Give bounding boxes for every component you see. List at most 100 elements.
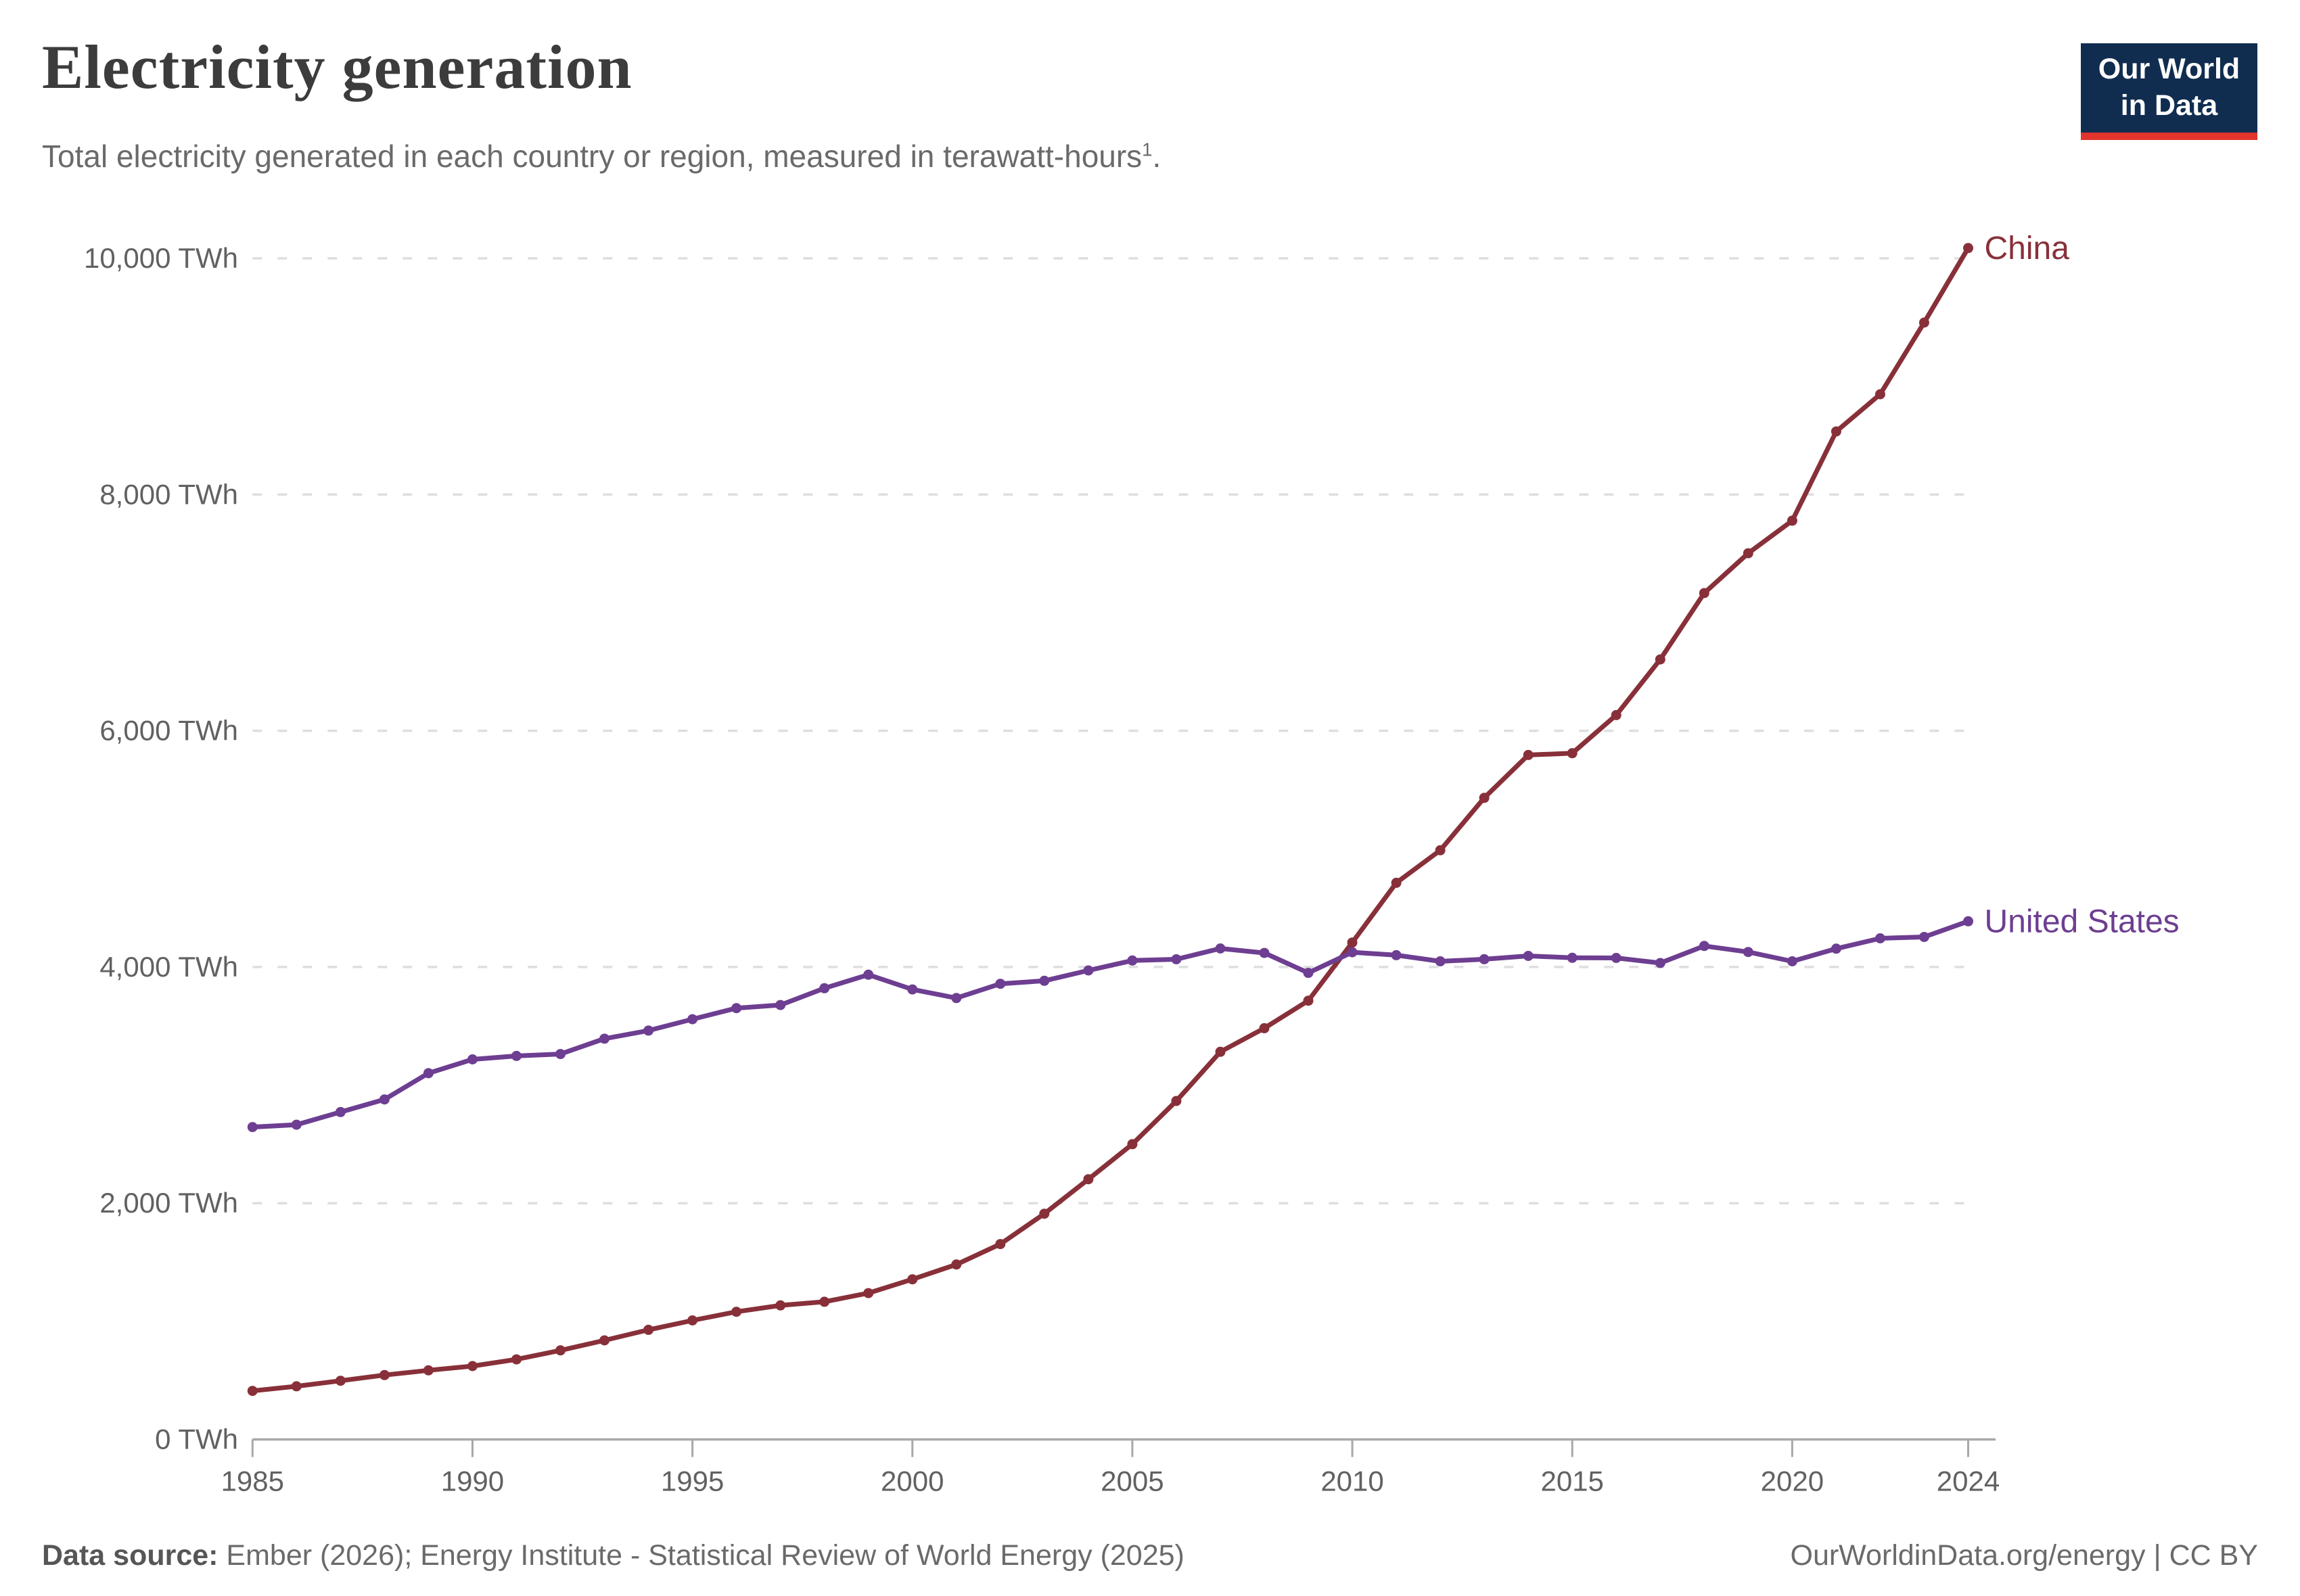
data-point-united-states xyxy=(291,1119,302,1130)
data-point-united-states xyxy=(511,1050,522,1061)
data-point-united-states xyxy=(599,1033,610,1044)
data-point-china xyxy=(1655,654,1665,665)
x-axis-tick-label: 1995 xyxy=(661,1465,724,1497)
data-point-china xyxy=(1039,1208,1050,1219)
data-point-china xyxy=(1083,1174,1094,1185)
series-label-united-states: United States xyxy=(1985,903,2180,939)
data-point-china xyxy=(423,1365,434,1376)
owid-url-license-link[interactable]: OurWorldinData.org/energy | CC BY xyxy=(1790,1539,2259,1572)
data-point-united-states xyxy=(1963,916,1973,926)
data-point-united-states xyxy=(1699,941,1709,952)
data-point-united-states xyxy=(731,1003,742,1014)
data-point-china xyxy=(1523,749,1534,760)
series-line-china xyxy=(250,245,1971,1394)
data-point-china xyxy=(819,1296,830,1307)
data-point-united-states xyxy=(1918,932,1929,942)
data-point-china xyxy=(467,1361,478,1371)
data-source-note: Data source: Ember (2026); Energy Instit… xyxy=(42,1539,1184,1572)
x-axis-tick-label: 2015 xyxy=(1540,1465,1603,1497)
x-axis-tick-label: 2010 xyxy=(1320,1465,1383,1497)
owid-logo-accent-bar xyxy=(2081,133,2257,140)
data-point-united-states xyxy=(423,1068,434,1079)
data-point-china xyxy=(1918,317,1929,328)
data-point-united-states xyxy=(1303,968,1314,979)
data-point-united-states xyxy=(1655,958,1665,968)
owid-logo[interactable]: Our World in Data xyxy=(2081,43,2257,140)
data-point-united-states xyxy=(247,1122,258,1133)
data-point-united-states xyxy=(995,979,1006,989)
x-axis-tick-label: 2005 xyxy=(1101,1465,1164,1497)
data-point-china xyxy=(599,1335,610,1346)
data-point-china xyxy=(1699,588,1709,598)
data-source-label: Data source: xyxy=(42,1539,218,1572)
data-point-china xyxy=(687,1315,698,1325)
data-point-china xyxy=(1787,515,1797,526)
data-point-china xyxy=(1611,709,1622,720)
chart-subtitle: Total electricity generated in each coun… xyxy=(42,138,1161,174)
data-point-china xyxy=(775,1300,786,1311)
y-axis-tick-label: 0 TWh xyxy=(155,1424,238,1455)
data-point-united-states xyxy=(1215,943,1226,954)
x-axis-tick-label: 1985 xyxy=(221,1465,284,1497)
data-point-united-states xyxy=(1039,975,1050,986)
data-point-united-states xyxy=(863,969,874,980)
y-axis-tick-label: 8,000 TWh xyxy=(99,478,238,510)
data-point-united-states xyxy=(1479,954,1490,964)
data-point-china xyxy=(1391,877,1402,888)
data-point-united-states xyxy=(1831,943,1841,954)
data-point-united-states xyxy=(1347,947,1358,958)
x-axis-tick-label: 2024 xyxy=(1937,1465,2000,1497)
chart-footer: Data source: Ember (2026); Energy Instit… xyxy=(42,1539,2258,1572)
data-point-united-states xyxy=(467,1054,478,1064)
data-point-china xyxy=(1303,995,1314,1006)
data-point-china xyxy=(1567,748,1578,759)
data-point-china xyxy=(995,1239,1006,1250)
data-point-united-states xyxy=(643,1025,654,1036)
data-point-china xyxy=(1963,243,1973,254)
chart-title: Electricity generation xyxy=(42,32,632,101)
series-line-united-states xyxy=(250,918,1971,1130)
data-point-china xyxy=(1743,548,1753,559)
y-axis-tick-label: 2,000 TWh xyxy=(99,1187,238,1219)
data-point-united-states xyxy=(819,983,830,993)
y-axis-tick-label: 4,000 TWh xyxy=(99,951,238,983)
chart-subtitle-text: Total electricity generated in each coun… xyxy=(42,139,1143,174)
data-point-china xyxy=(379,1369,390,1380)
data-point-united-states xyxy=(775,1000,786,1010)
data-point-united-states xyxy=(687,1014,698,1025)
data-point-united-states xyxy=(1127,955,1138,966)
data-point-united-states xyxy=(1787,956,1797,966)
data-point-united-states xyxy=(907,984,918,995)
data-point-united-states xyxy=(379,1094,390,1105)
data-point-china xyxy=(1215,1046,1226,1057)
data-point-china xyxy=(643,1324,654,1335)
data-point-china xyxy=(291,1381,302,1392)
data-point-china xyxy=(907,1274,918,1285)
data-point-united-states xyxy=(951,993,962,1004)
data-point-united-states xyxy=(1259,947,1270,958)
data-point-united-states xyxy=(1435,956,1446,966)
footnote-marker: 1 xyxy=(1142,139,1153,160)
data-point-china xyxy=(511,1354,522,1365)
data-point-china xyxy=(1479,793,1490,803)
data-point-united-states xyxy=(1611,953,1622,963)
data-point-united-states xyxy=(1171,954,1182,964)
data-point-united-states xyxy=(1523,951,1534,961)
chart-subtitle-period: . xyxy=(1152,139,1162,174)
data-point-china xyxy=(1347,937,1358,948)
data-point-china xyxy=(1874,389,1885,400)
data-point-china xyxy=(951,1259,962,1270)
data-point-united-states xyxy=(1743,947,1753,958)
data-point-china xyxy=(863,1288,874,1298)
data-point-united-states xyxy=(1083,965,1094,976)
data-point-china xyxy=(1259,1023,1270,1033)
data-point-united-states xyxy=(1567,952,1578,963)
y-axis-tick-label: 6,000 TWh xyxy=(99,715,238,747)
data-point-china xyxy=(1127,1139,1138,1150)
owid-logo-text: Our World in Data xyxy=(2098,53,2240,122)
data-point-china xyxy=(555,1345,566,1356)
data-point-china xyxy=(335,1376,346,1386)
owid-logo-box: Our World in Data xyxy=(2081,43,2257,133)
